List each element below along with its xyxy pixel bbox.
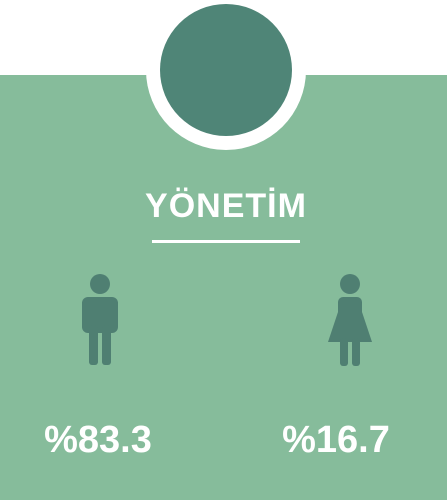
female-percentage: %16.7 <box>282 419 390 461</box>
female-icon <box>328 274 372 366</box>
divider <box>152 240 300 243</box>
badge <box>160 4 292 136</box>
male-percentage: %83.3 <box>44 419 152 461</box>
male-icon <box>82 274 118 365</box>
title: YÖNETİM <box>145 187 307 225</box>
